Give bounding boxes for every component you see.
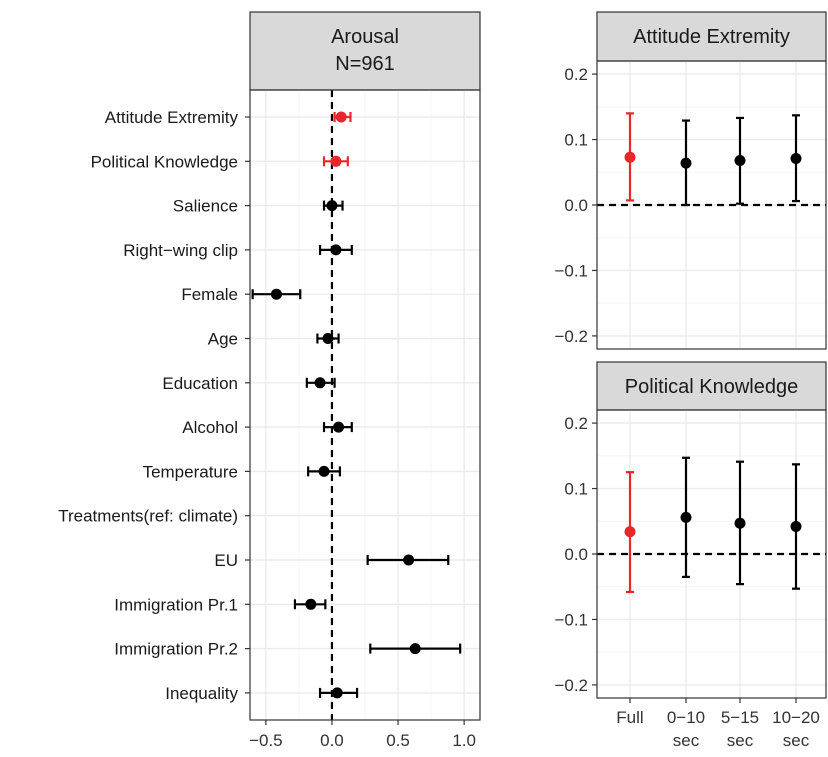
arousal-attitude-extremity-point	[335, 111, 347, 123]
arousal-category-label: Immigration Pr.2	[114, 640, 238, 659]
arousal-x-tick-label: 0.5	[386, 731, 410, 750]
attitude-extremity-y-tick-label: 0.2	[564, 65, 588, 84]
arousal-inequality-point	[331, 687, 343, 699]
political-knowledge-marks	[597, 456, 826, 594]
political-knowledge-x-tick-label: sec	[673, 731, 700, 750]
arousal-panel: Arousal N=961 Attitude Extremity Politica…	[58, 11, 481, 750]
attitude-extremity-full-point	[624, 151, 636, 163]
arousal-education-point	[314, 377, 326, 389]
political-knowledge-x-tick-label: sec	[783, 731, 810, 750]
attitude-extremity-panel: Attitude Extremity −0.2 −0.1 0.0 0.1 0.2	[554, 11, 827, 350]
arousal-marks	[251, 90, 462, 720]
political-knowledge-x-tick-label: 5−15	[721, 708, 759, 727]
attitude-extremity-y-tick-label: −0.2	[554, 327, 588, 346]
arousal-x-tick-label: −0.5	[249, 731, 283, 750]
arousal-immigration-pr-1-point	[305, 598, 317, 610]
attitude-extremity-strip-title: Attitude Extremity	[633, 26, 790, 48]
political-knowledge-x-tick-label: 10−20	[772, 708, 820, 727]
arousal-immigration-pr-2-point	[409, 643, 421, 655]
arousal-panel-border	[249, 89, 481, 721]
arousal-category-label: Treatments(ref: climate)	[58, 507, 238, 526]
arousal-axes: Attitude Extremity Political Knowledge Sal…	[58, 108, 476, 750]
political-knowledge-y-tick-label: −0.1	[554, 610, 588, 629]
arousal-strip	[249, 11, 481, 91]
attitude-extremity-y-tick-label: 0.1	[564, 131, 588, 150]
political-knowledge-strip-title: Political Knowledge	[625, 376, 798, 398]
attitude-extremity-y-tick-label: −0.1	[554, 261, 588, 280]
arousal-category-label: Female	[181, 285, 238, 304]
arousal-category-label: Inequality	[165, 684, 238, 703]
arousal-category-label: Temperature	[143, 462, 238, 481]
arousal-category-label: Right−wing clip	[123, 241, 238, 260]
arousal-temperature-point	[318, 465, 330, 477]
attitude-extremity-10-20-sec-point	[790, 153, 802, 165]
arousal-female-point	[270, 288, 282, 300]
attitude-extremity-0-10-sec-point	[680, 157, 692, 169]
arousal-age-point	[322, 333, 334, 344]
arousal-category-label: Immigration Pr.1	[114, 595, 238, 614]
political-knowledge-0-10-sec-point	[680, 511, 692, 523]
arousal-category-label: Attitude Extremity	[105, 108, 239, 127]
political-knowledge-panel: Political Knowledge −0.2 −0.1 0.0 0.1 0.2 Ful…	[554, 361, 827, 750]
attitude-extremity-5-15-sec-point	[734, 154, 746, 166]
arousal-category-label: Salience	[173, 197, 238, 216]
political-knowledge-10-20-sec-point	[790, 521, 802, 533]
arousal-category-label: Age	[208, 330, 238, 349]
arousal-alcohol-point	[333, 421, 345, 433]
attitude-extremity-marks	[597, 112, 826, 207]
arousal-strip-title: Arousal	[331, 26, 399, 48]
political-knowledge-5-15-sec-point	[734, 517, 746, 529]
political-knowledge-y-tick-label: −0.2	[554, 676, 588, 695]
attitude-extremity-axes: −0.2 −0.1 0.0 0.1 0.2	[554, 65, 597, 346]
arousal-eu-point	[403, 554, 415, 566]
arousal-right-wing-clip-point	[330, 244, 342, 256]
arousal-category-label: Education	[162, 374, 238, 393]
arousal-category-label: EU	[214, 551, 238, 570]
attitude-extremity-y-tick-label: 0.0	[564, 196, 588, 215]
political-knowledge-axes: −0.2 −0.1 0.0 0.1 0.2 Full 0−10 sec 5−15 sec 10−20…	[554, 414, 819, 750]
arousal-category-label: Alcohol	[182, 418, 238, 437]
political-knowledge-strip	[596, 361, 827, 411]
political-knowledge-full-point	[624, 526, 636, 538]
arousal-x-tick-label: 0.0	[320, 731, 344, 750]
arousal-salience-point	[326, 200, 338, 212]
arousal-x-tick-label: 1.0	[452, 731, 476, 750]
political-knowledge-y-tick-label: 0.2	[564, 414, 588, 433]
political-knowledge-x-tick-label: 0−10	[667, 708, 705, 727]
political-knowledge-x-tick-label: Full	[616, 708, 643, 727]
arousal-grid	[250, 90, 480, 720]
arousal-political-knowledge-point	[330, 155, 342, 167]
arousal-strip-sample-size: N=961	[335, 53, 395, 75]
arousal-category-label: Political Knowledge	[91, 152, 238, 171]
attitude-extremity-strip	[596, 11, 827, 62]
political-knowledge-x-tick-label: sec	[727, 731, 754, 750]
political-knowledge-y-tick-label: 0.1	[564, 480, 588, 499]
political-knowledge-y-tick-label: 0.0	[564, 545, 588, 564]
